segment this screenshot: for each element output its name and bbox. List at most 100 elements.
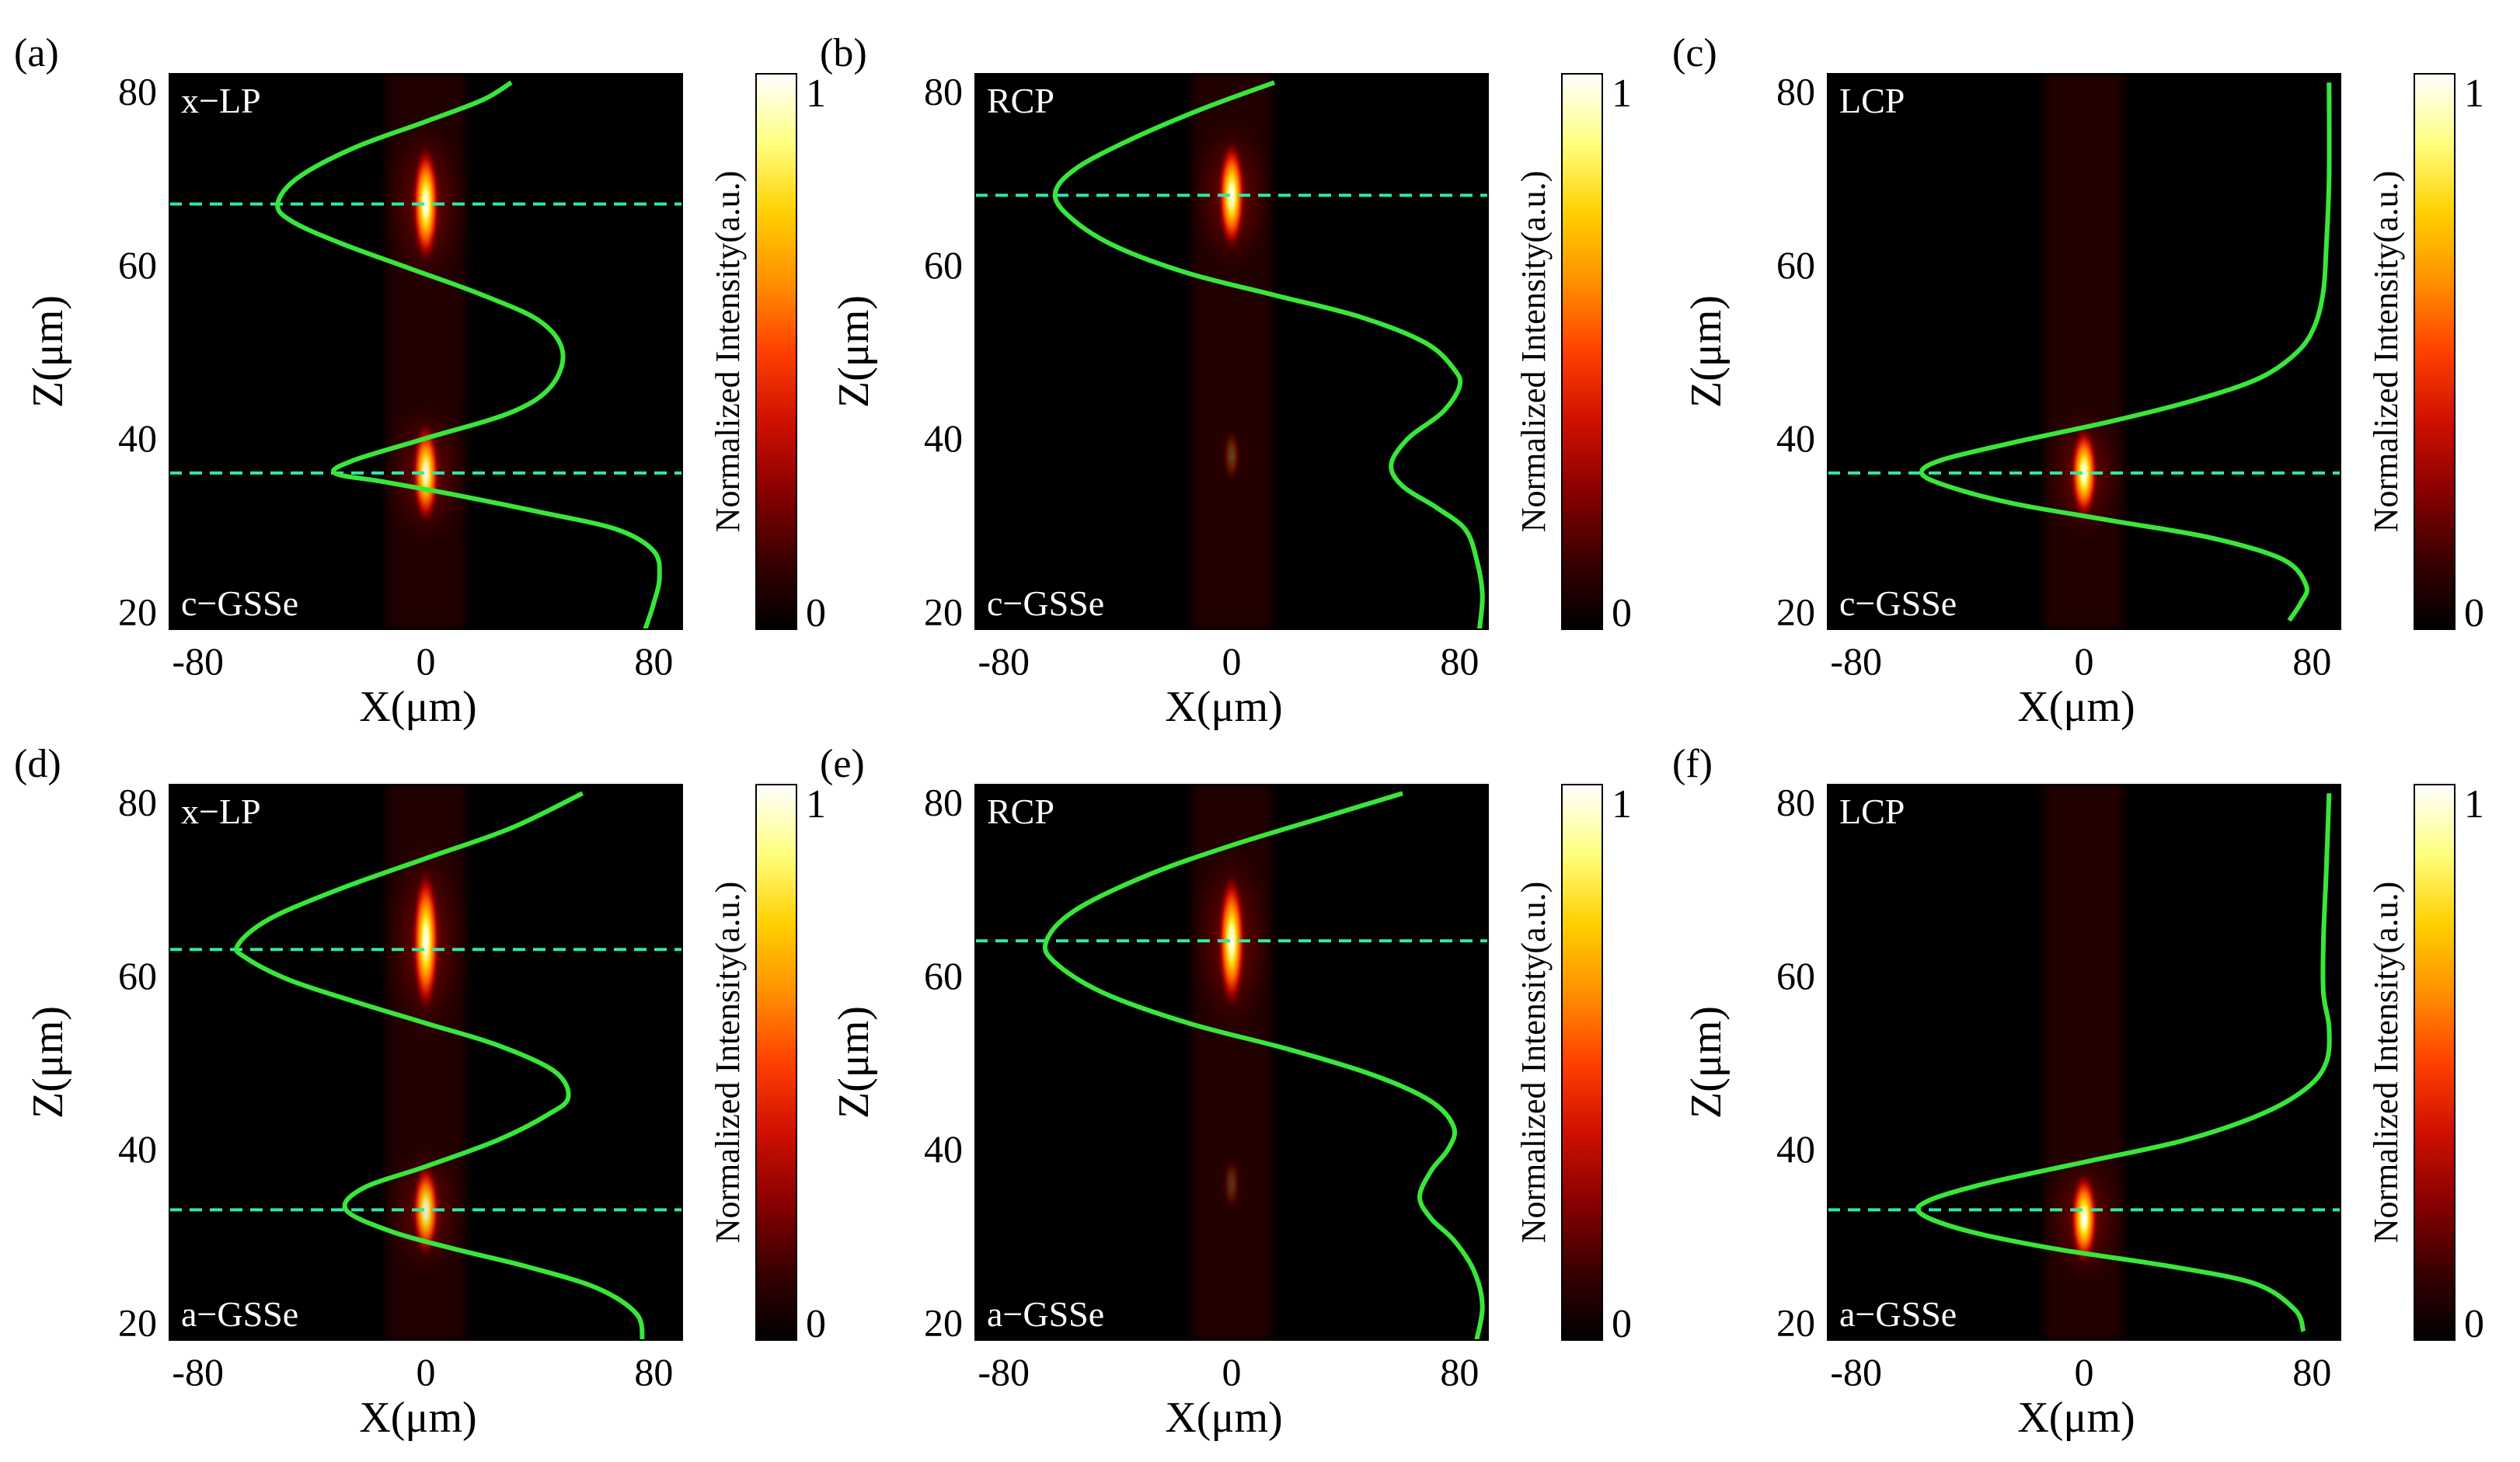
colorbar (2414, 784, 2456, 1341)
x-tick-label: 80 (1440, 1350, 1479, 1394)
y-tick-label: 60 (924, 243, 963, 287)
focus-spot-2 (411, 420, 441, 525)
chart-panel-2: (b) RCP c−GSSe -80 0 80 20 40 60 80 X(μm) Z(μm) 1 0 No… (820, 31, 1632, 731)
colorbar-label: Normalized Intensity(a.u.) (709, 171, 747, 533)
colorbar (1561, 784, 1603, 1341)
chart-panel-1: (a) x−LP c−GSSe -80 0 80 20 40 60 80 X(μm) Z(μm) 1 0 N… (14, 31, 826, 731)
panel-label: (f) (1672, 742, 1713, 786)
y-tick-label: 60 (1776, 243, 1815, 287)
axes-frame (1827, 784, 2341, 1341)
y-tick-label: 80 (924, 780, 963, 823)
colorbar-max-label: 1 (2464, 71, 2484, 116)
polarization-label: x−LP (181, 792, 261, 831)
chart-panel-5: (e) RCP a−GSSe -80 0 80 20 40 60 80 X(μm) Z(μm) 1 0 No… (820, 742, 1632, 1442)
polarization-label: RCP (987, 81, 1054, 120)
x-tick-label: -80 (172, 1350, 224, 1394)
y-axis-label: Z(μm) (1682, 295, 1731, 408)
focus-spot-1 (411, 867, 441, 1015)
material-label: c−GSSe (181, 583, 298, 623)
y-tick-label: 20 (924, 1301, 963, 1345)
y-tick-label: 20 (118, 1301, 157, 1345)
colorbar-max-label: 1 (1612, 71, 1632, 116)
x-tick-label: 80 (634, 1350, 673, 1394)
y-tick-label: 40 (1776, 416, 1815, 460)
colorbar (1561, 73, 1603, 630)
material-label: a−GSSe (1839, 1294, 1957, 1334)
focus-spot-1 (1217, 871, 1246, 1011)
panel-label: (b) (820, 31, 867, 75)
x-tick-label: -80 (978, 1350, 1030, 1394)
x-tick-label: -80 (978, 639, 1030, 683)
x-tick-label: -80 (172, 639, 224, 683)
panel-label: (e) (820, 742, 865, 786)
y-tick-label: 40 (118, 416, 157, 460)
panel-label: (a) (14, 31, 59, 75)
focus-spot-1 (1217, 138, 1246, 252)
polarization-label: RCP (987, 792, 1054, 831)
x-tick-label: 0 (2075, 639, 2094, 683)
x-tick-label: 80 (2292, 1350, 2331, 1394)
material-label: a−GSSe (181, 1294, 298, 1334)
y-tick-label: 80 (1776, 69, 1815, 113)
colorbar-label: Normalized Intensity(a.u.) (2367, 171, 2405, 533)
colorbar-label: Normalized Intensity(a.u.) (709, 882, 747, 1244)
axes-frame (1827, 73, 2341, 630)
y-axis-label: Z(μm) (830, 1006, 878, 1119)
colorbar-max-label: 1 (1612, 782, 1632, 827)
y-axis-label: Z(μm) (1682, 1006, 1731, 1119)
polarization-label: x−LP (181, 81, 261, 120)
x-axis-label: X(μm) (2017, 1394, 2135, 1442)
polarization-label: LCP (1839, 792, 1905, 831)
heatmap-field (975, 74, 1488, 629)
focus-spot-1 (2069, 1171, 2099, 1267)
phase-curve (275, 80, 662, 629)
colorbar-min-label: 0 (1612, 591, 1632, 635)
chart-panel-6: (f) LCP a−GSSe -80 0 80 20 40 60 80 X(μm) Z(μm) 1 0 No… (1672, 742, 2484, 1442)
colorbar-min-label: 0 (806, 1302, 826, 1346)
x-tick-label: 0 (417, 1350, 436, 1394)
phase-curve (1052, 80, 1485, 629)
y-tick-label: 80 (118, 780, 157, 823)
y-tick-label: 60 (118, 954, 157, 997)
x-axis-label: X(μm) (359, 683, 476, 731)
panel-label: (c) (1672, 31, 1717, 75)
y-tick-label: 20 (1776, 590, 1815, 634)
colorbar-min-label: 0 (806, 591, 826, 635)
focus-spot-1 (2069, 425, 2099, 521)
chart-panel-3: (c) LCP c−GSSe -80 0 80 20 40 60 80 X(μm) Z(μm) 1 0 No… (1672, 31, 2484, 731)
heatmap-field (1828, 74, 2340, 629)
x-axis-label: X(μm) (359, 1394, 476, 1442)
y-tick-label: 80 (924, 69, 963, 113)
x-tick-label: 0 (2075, 1350, 2094, 1394)
y-tick-label: 60 (118, 243, 157, 287)
y-tick-label: 60 (1776, 954, 1815, 997)
chart-panel-4: (d) x−LP a−GSSe -80 0 80 20 40 60 80 X(μm) Z(μm) 1 0 N… (14, 742, 826, 1442)
focus-spot-2 (1223, 1157, 1240, 1210)
focus-spot-1 (411, 143, 441, 265)
y-tick-label: 20 (924, 590, 963, 634)
y-tick-label: 80 (118, 69, 157, 113)
y-axis-label: Z(μm) (24, 295, 72, 408)
x-tick-label: 0 (417, 639, 436, 683)
y-axis-label: Z(μm) (24, 1006, 72, 1119)
phase-curve (234, 791, 645, 1340)
y-tick-label: 40 (1776, 1127, 1815, 1171)
x-axis-label: X(μm) (2017, 683, 2135, 731)
colorbar-label: Normalized Intensity(a.u.) (2367, 882, 2405, 1244)
axes-frame (169, 73, 683, 630)
colorbar-min-label: 0 (1612, 1302, 1632, 1346)
axes-frame (974, 73, 1489, 630)
colorbar-min-label: 0 (2464, 1302, 2484, 1346)
x-tick-label: 80 (2292, 639, 2331, 683)
axes-frame (169, 784, 683, 1341)
colorbar-max-label: 1 (2464, 782, 2484, 827)
panel-label: (d) (14, 742, 61, 786)
colorbar (755, 784, 797, 1341)
phase-curve (1915, 793, 2332, 1332)
focus-spot-2 (411, 1161, 441, 1258)
heatmap-field (169, 785, 682, 1340)
focus-spot-2 (1223, 430, 1240, 482)
heatmap-field (975, 785, 1488, 1340)
y-tick-label: 60 (924, 954, 963, 997)
